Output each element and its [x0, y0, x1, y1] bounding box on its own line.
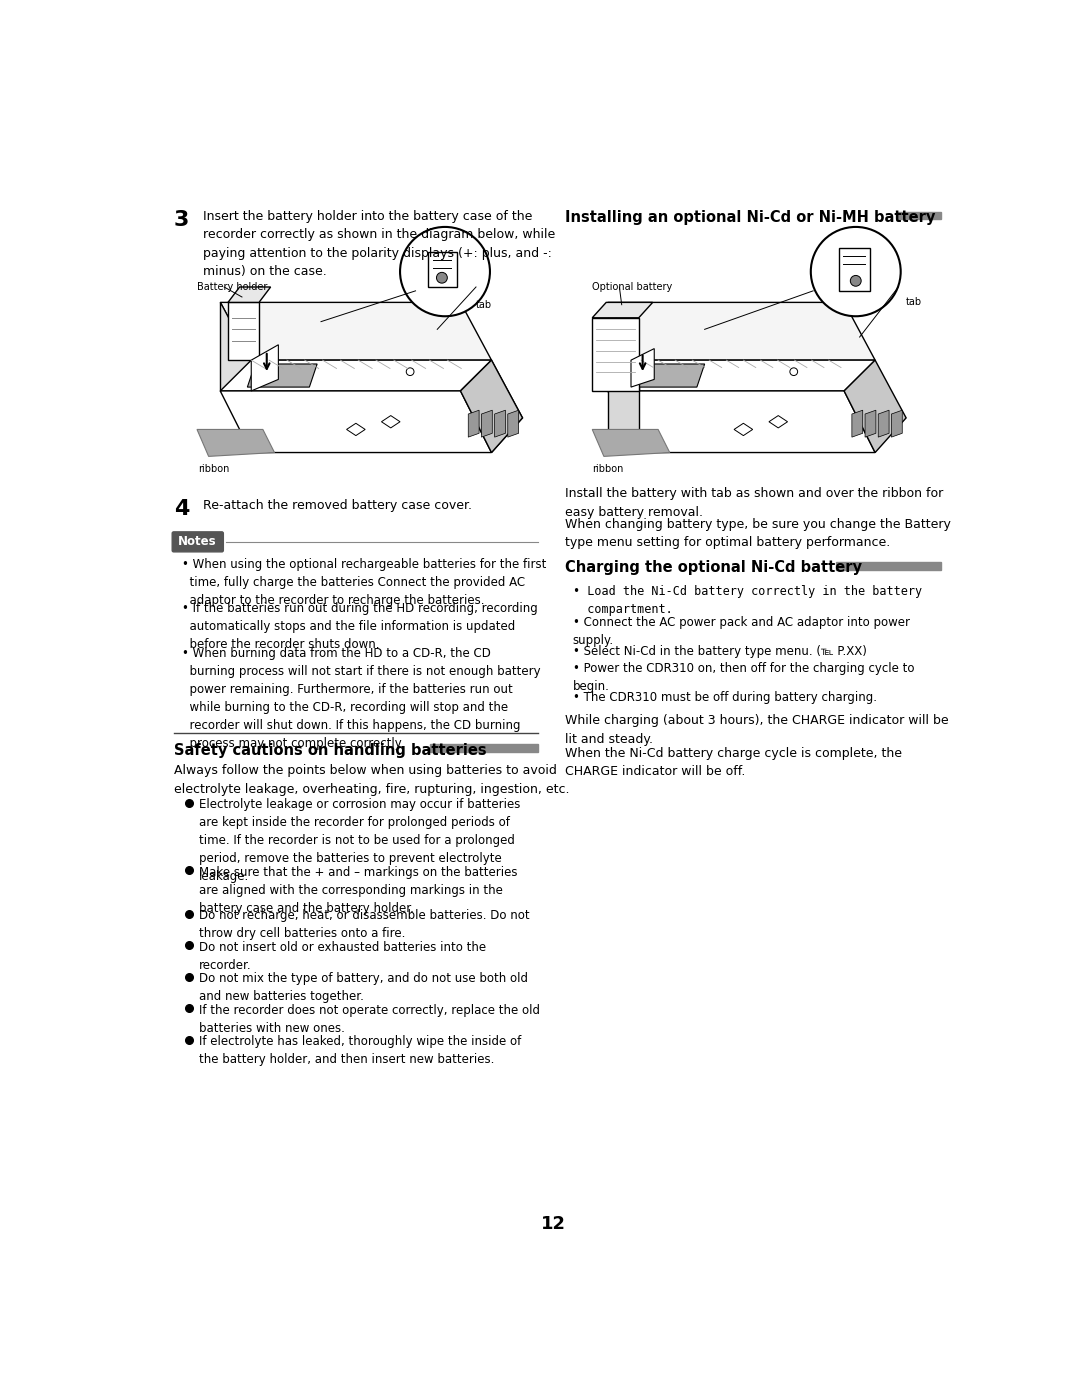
Polygon shape	[460, 360, 523, 453]
Text: • Select Ni-Cd in the battery type menu. (℡ P.XX): • Select Ni-Cd in the battery type menu.…	[572, 645, 867, 658]
Text: Notes: Notes	[177, 535, 216, 548]
Polygon shape	[592, 429, 670, 457]
Text: • The CDR310 must be off during battery charging.: • The CDR310 must be off during battery …	[572, 692, 877, 704]
Polygon shape	[247, 365, 318, 387]
Text: • Connect the AC power pack and AC adaptor into power
supply.: • Connect the AC power pack and AC adapt…	[572, 616, 909, 647]
Text: Do not mix the type of battery, and do not use both old
and new batteries togeth: Do not mix the type of battery, and do n…	[199, 972, 527, 1003]
Text: 4: 4	[174, 499, 189, 518]
Polygon shape	[197, 429, 274, 457]
Text: Optional battery: Optional battery	[592, 282, 673, 292]
Text: • If the batteries run out during the HD recording, recording
  automatically st: • If the batteries run out during the HD…	[181, 602, 537, 651]
Polygon shape	[865, 411, 876, 437]
Text: Battery holder: Battery holder	[197, 282, 268, 292]
Text: tab: tab	[476, 300, 492, 310]
Polygon shape	[592, 317, 638, 391]
Polygon shape	[608, 302, 638, 453]
Polygon shape	[734, 423, 753, 436]
Text: 12: 12	[541, 1215, 566, 1232]
Circle shape	[789, 367, 798, 376]
Polygon shape	[495, 411, 505, 437]
Text: • When burning data from the HD to a CD-R, the CD
  burning process will not sta: • When burning data from the HD to a CD-…	[181, 647, 540, 750]
Circle shape	[850, 275, 861, 286]
Polygon shape	[852, 411, 863, 437]
Text: When changing battery type, be sure you change the Battery
type menu setting for: When changing battery type, be sure you …	[565, 518, 951, 549]
Polygon shape	[608, 302, 875, 360]
Bar	[430, 745, 538, 752]
Text: If electrolyte has leaked, thoroughly wipe the inside of
the battery holder, and: If electrolyte has leaked, thoroughly wi…	[199, 1035, 521, 1066]
Text: Safety cautions on handling batteries: Safety cautions on handling batteries	[174, 743, 486, 757]
Circle shape	[406, 367, 414, 376]
Polygon shape	[347, 423, 365, 436]
Polygon shape	[428, 253, 457, 286]
Polygon shape	[878, 411, 889, 437]
Circle shape	[400, 226, 490, 316]
Polygon shape	[482, 411, 492, 437]
Polygon shape	[608, 391, 875, 453]
Text: While charging (about 3 hours), the CHARGE indicator will be
lit and steady.: While charging (about 3 hours), the CHAR…	[565, 714, 948, 746]
Text: Re-attach the removed battery case cover.: Re-attach the removed battery case cover…	[203, 499, 472, 511]
Polygon shape	[469, 411, 480, 437]
Text: Charging the optional Ni-Cd battery: Charging the optional Ni-Cd battery	[565, 560, 862, 576]
Text: When the Ni-Cd battery charge cycle is complete, the
CHARGE indicator will be of: When the Ni-Cd battery charge cycle is c…	[565, 746, 902, 778]
Circle shape	[811, 226, 901, 316]
Text: Do not recharge, heat, or disassemble batteries. Do not
throw dry cell batteries: Do not recharge, heat, or disassemble ba…	[199, 909, 529, 940]
Polygon shape	[228, 302, 259, 360]
Text: Make sure that the + and – markings on the batteries
are aligned with the corres: Make sure that the + and – markings on t…	[199, 866, 517, 915]
Polygon shape	[608, 360, 875, 391]
Polygon shape	[635, 365, 704, 387]
Circle shape	[436, 272, 447, 284]
Text: Electrolyte leakage or corrosion may occur if batteries
are kept inside the reco: Electrolyte leakage or corrosion may occ…	[199, 798, 519, 883]
Bar	[899, 211, 941, 219]
Polygon shape	[845, 360, 906, 453]
Text: • When using the optional rechargeable batteries for the first
  time, fully cha: • When using the optional rechargeable b…	[181, 557, 545, 608]
Polygon shape	[460, 360, 523, 453]
Polygon shape	[592, 302, 652, 317]
Text: Always follow the points below when using batteries to avoid
electrolyte leakage: Always follow the points below when usin…	[174, 764, 569, 796]
FancyBboxPatch shape	[172, 532, 224, 552]
Text: • Load the Ni‑Cd battery correctly in the battery
  compartment.: • Load the Ni‑Cd battery correctly in th…	[572, 585, 922, 616]
Polygon shape	[228, 286, 271, 302]
Text: tab: tab	[906, 298, 922, 307]
Text: • Power the CDR310 on, then off for the charging cycle to
begin.: • Power the CDR310 on, then off for the …	[572, 662, 915, 693]
Text: Do not insert old or exhausted batteries into the
recorder.: Do not insert old or exhausted batteries…	[199, 940, 486, 972]
Polygon shape	[508, 411, 518, 437]
Polygon shape	[220, 302, 491, 360]
Polygon shape	[631, 349, 654, 387]
Polygon shape	[220, 360, 491, 391]
Text: Insert the battery holder into the battery case of the
recorder correctly as sho: Insert the battery holder into the batte…	[203, 210, 555, 278]
Polygon shape	[220, 302, 252, 391]
Text: If the recorder does not operate correctly, replace the old
batteries with new o: If the recorder does not operate correct…	[199, 1004, 540, 1035]
Polygon shape	[252, 345, 279, 391]
Text: ribbon: ribbon	[592, 464, 623, 474]
Text: 3: 3	[174, 210, 189, 231]
Text: ribbon: ribbon	[199, 464, 230, 474]
Text: Install the battery with tab as shown and over the ribbon for
easy battery remov: Install the battery with tab as shown an…	[565, 488, 943, 518]
Text: Installing an optional Ni-Cd or Ni-MH battery: Installing an optional Ni-Cd or Ni-MH ba…	[565, 210, 935, 225]
Bar	[836, 562, 941, 570]
Polygon shape	[220, 391, 491, 453]
Polygon shape	[769, 415, 787, 427]
Polygon shape	[381, 415, 400, 427]
Polygon shape	[891, 411, 902, 437]
Polygon shape	[839, 249, 869, 291]
